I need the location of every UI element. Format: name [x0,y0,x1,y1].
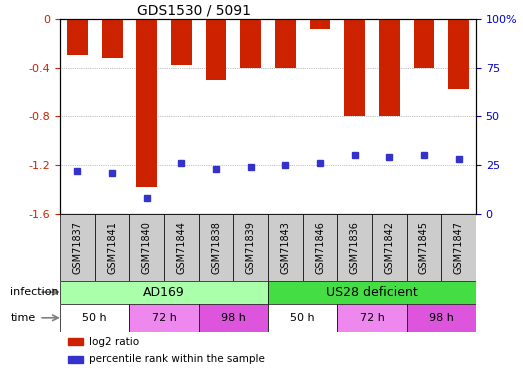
Text: 98 h: 98 h [429,313,454,323]
Bar [241,19,261,68]
Bar [372,214,407,280]
Text: GSM71836: GSM71836 [350,220,360,274]
Bar [233,214,268,280]
Bar [101,19,122,58]
Bar [344,19,365,116]
Bar [95,214,129,280]
Text: US28 deficient: US28 deficient [326,286,418,298]
Bar [448,19,469,90]
Bar [379,19,400,116]
Bar [69,338,83,345]
Bar [268,304,337,332]
Bar [129,304,199,332]
Text: 50 h: 50 h [290,313,315,323]
Text: infection: infection [10,287,59,297]
Text: 98 h: 98 h [221,313,246,323]
Bar [275,19,295,68]
Bar [441,214,476,280]
Bar [60,304,129,332]
Bar [414,19,434,68]
Bar [199,304,268,332]
Bar [67,19,88,55]
Bar [60,280,268,304]
Text: GSM71842: GSM71842 [384,220,394,274]
Text: GSM71847: GSM71847 [453,220,463,274]
Bar [337,214,372,280]
Bar [206,19,226,80]
Text: percentile rank within the sample: percentile rank within the sample [89,354,265,364]
Text: log2 ratio: log2 ratio [89,337,139,347]
Text: GSM71837: GSM71837 [73,220,83,274]
Bar [129,214,164,280]
Bar [171,19,192,65]
Bar [268,280,476,304]
Bar [303,214,337,280]
Bar [69,356,83,363]
Bar [407,214,441,280]
Text: GSM71844: GSM71844 [176,220,186,274]
Bar [164,214,199,280]
Text: GSM71845: GSM71845 [419,220,429,274]
Text: GSM71839: GSM71839 [246,220,256,274]
Bar [199,214,233,280]
Text: GSM71846: GSM71846 [315,220,325,274]
Bar [310,19,331,28]
Text: GSM71838: GSM71838 [211,220,221,274]
Text: GSM71841: GSM71841 [107,220,117,274]
Text: 50 h: 50 h [83,313,107,323]
Text: GSM71840: GSM71840 [142,220,152,274]
Bar [268,214,303,280]
Bar [337,304,407,332]
Bar [137,19,157,187]
Text: time: time [10,313,36,323]
Bar [60,214,95,280]
Text: GDS1530 / 5091: GDS1530 / 5091 [137,4,251,18]
Text: AD169: AD169 [143,286,185,298]
Text: 72 h: 72 h [359,313,384,323]
Text: 72 h: 72 h [152,313,177,323]
Bar [407,304,476,332]
Text: GSM71843: GSM71843 [280,220,290,274]
